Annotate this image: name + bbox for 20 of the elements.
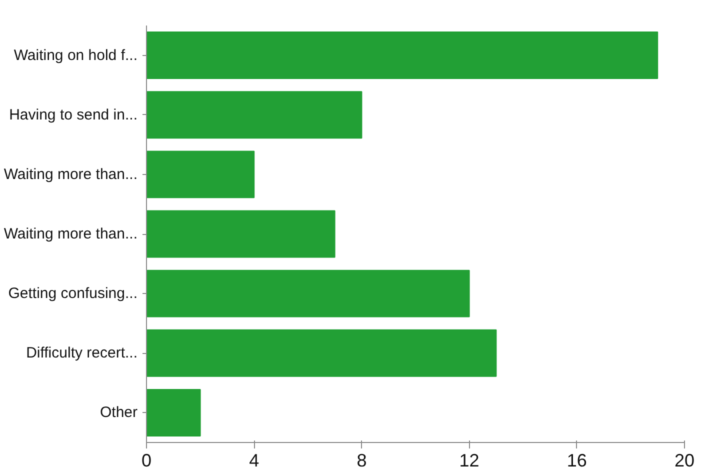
bar bbox=[146, 32, 658, 80]
x-tick-label: 12 bbox=[459, 450, 480, 469]
bar bbox=[146, 150, 255, 198]
y-tick-label: Getting confusing... bbox=[8, 285, 138, 302]
x-tick-label: 4 bbox=[249, 450, 260, 469]
bar bbox=[146, 210, 336, 258]
x-tick-label: 0 bbox=[141, 450, 152, 469]
bar bbox=[146, 270, 470, 318]
x-tick-label: 16 bbox=[566, 450, 587, 469]
y-tick-label: Waiting more than... bbox=[4, 226, 138, 242]
y-tick-label: Other bbox=[100, 404, 138, 422]
y-tick-label: Waiting more than... bbox=[4, 166, 138, 183]
y-tick-label: Waiting on hold f... bbox=[14, 46, 138, 64]
x-tick-label: 8 bbox=[356, 450, 367, 469]
bar bbox=[146, 329, 497, 377]
bar bbox=[146, 388, 201, 436]
y-tick-label: Having to send in... bbox=[9, 106, 138, 124]
bar bbox=[146, 91, 362, 139]
y-tick-label: Difficulty recert... bbox=[26, 344, 138, 362]
x-tick-label: 20 bbox=[674, 450, 695, 469]
